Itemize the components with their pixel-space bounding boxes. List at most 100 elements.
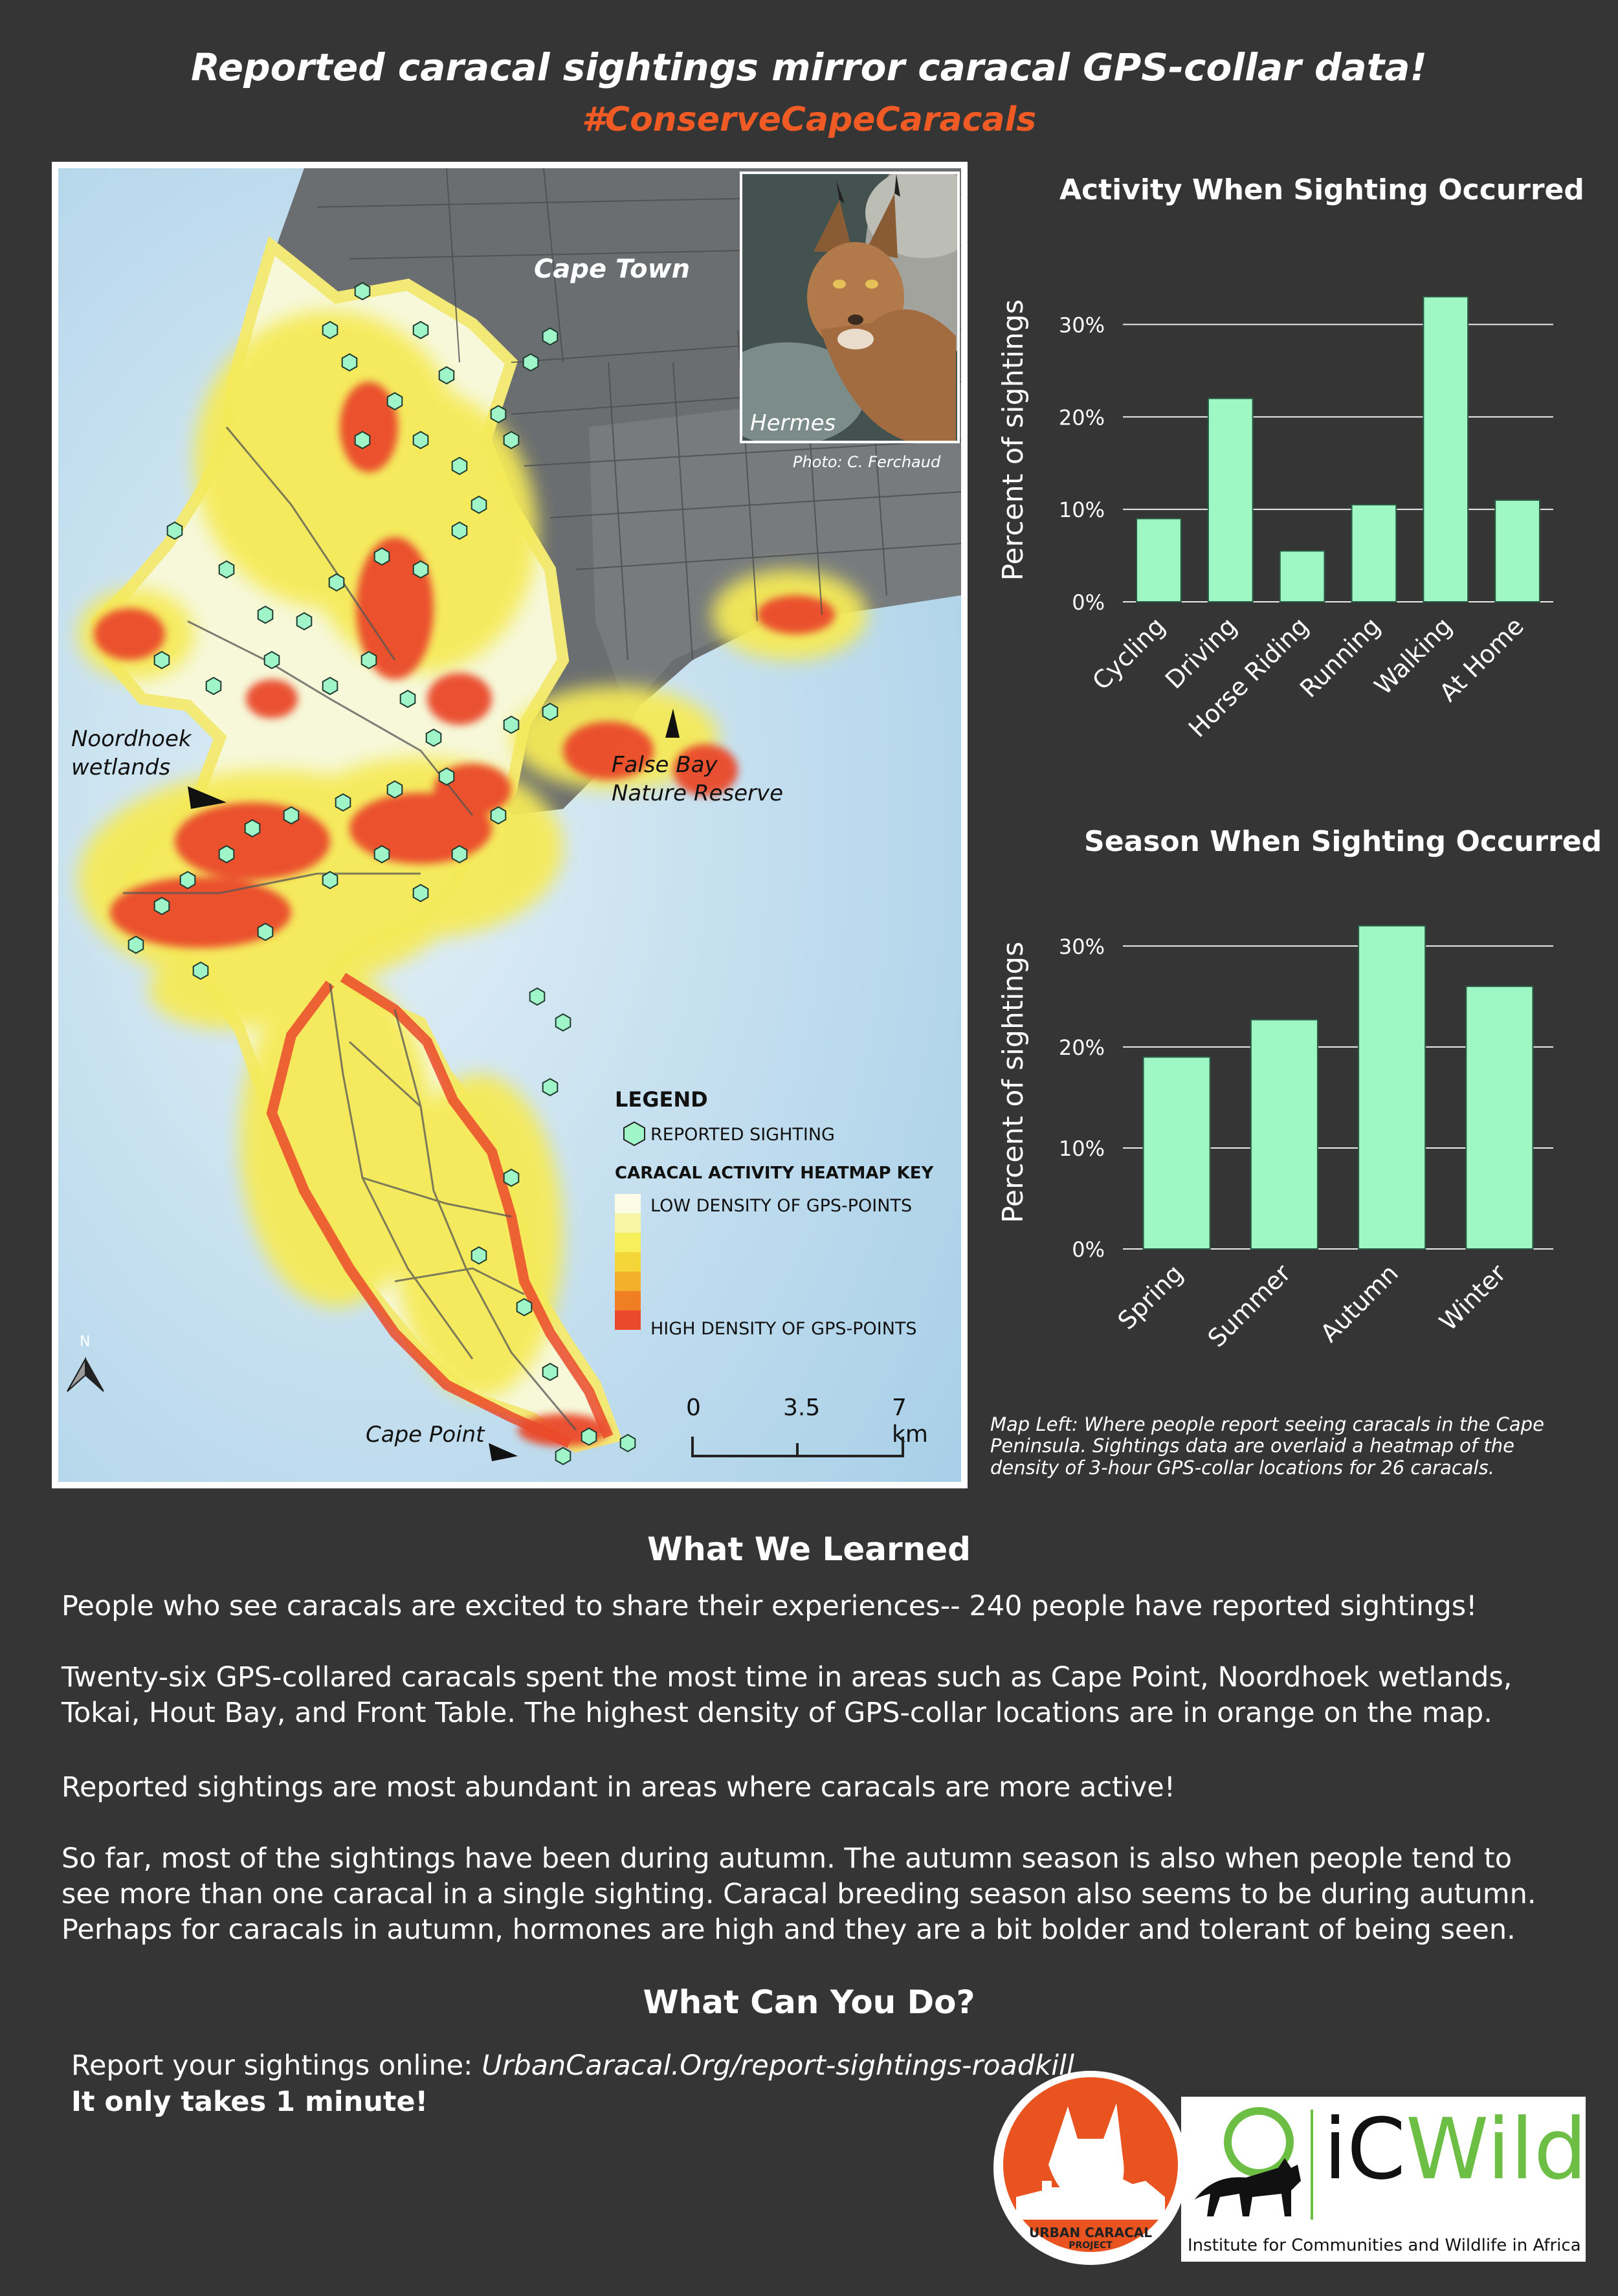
learned-paragraph-4: So far, most of the sightings have been … — [61, 1842, 1536, 1947]
sighting-hexagon — [322, 676, 338, 696]
what-can-you-do-heading: What Can You Do? — [643, 1983, 975, 2021]
sighting-hexagon — [341, 353, 358, 372]
sighting-hexagon — [503, 430, 520, 450]
icwild-divider — [1311, 2110, 1313, 2220]
sighting-hexagon — [399, 689, 416, 709]
bar — [1142, 1056, 1211, 1250]
heatmap-swatch — [615, 1310, 641, 1330]
report-block: Report your sightings online: UrbanCarac… — [71, 2048, 1074, 2121]
bar — [1250, 1019, 1318, 1250]
north-arrow-icon — [67, 1356, 104, 1392]
page-title: Reported caracal sightings mirror caraca… — [191, 45, 1427, 89]
sighting-hexagon — [542, 1362, 559, 1382]
sighting-hexagon — [153, 650, 170, 670]
chart-activity-title: Activity When Sighting Occurred — [1059, 173, 1584, 206]
map-figure: Cape Town Noordhoek wetlands False Bay N… — [52, 162, 968, 1488]
ucp-logo-icon — [993, 2071, 1188, 2265]
hexagon-icon — [623, 1121, 645, 1147]
coastline-heat — [266, 973, 614, 1448]
sighting-hexagon — [542, 702, 559, 722]
sighting-hexagon — [412, 883, 429, 903]
sighting-hexagon — [283, 806, 300, 825]
learned-paragraph-2: Twenty-six GPS-collared caracals spent t… — [61, 1661, 1513, 1730]
bar — [1351, 504, 1397, 602]
report-prefix: Report your sightings online: — [71, 2049, 482, 2082]
sighting-hexagon — [373, 547, 390, 566]
learned-paragraph-1: People who see caracals are excited to s… — [61, 1590, 1478, 1622]
sighting-hexagon — [244, 819, 261, 838]
icwild-subtitle: Institute for Communities and Wildlife i… — [1188, 2236, 1581, 2255]
y-tick-label: 10% — [1059, 498, 1105, 522]
x-tick-label: Summer — [1202, 1259, 1296, 1352]
sighting-hexagon — [257, 605, 274, 624]
bar — [1358, 925, 1426, 1250]
sighting-hexagon — [257, 922, 274, 942]
sighting-hexagon — [451, 456, 468, 476]
sighting-hexagon — [503, 715, 520, 734]
bar — [1279, 550, 1325, 603]
y-tick-label: 30% — [1059, 934, 1105, 959]
label-cape-town: Cape Town — [534, 254, 691, 284]
heatmap-swatch — [615, 1272, 641, 1291]
map-caption: Map Left: Where people report seeing car… — [990, 1413, 1544, 1479]
sighting-hexagon — [438, 366, 455, 385]
scale-tick-0: 0 — [686, 1395, 701, 1421]
heatmap-swatch — [615, 1213, 641, 1233]
sighting-hexagon — [127, 935, 144, 955]
scale-tick-2: 7 km — [892, 1395, 928, 1448]
sighting-hexagon — [490, 404, 507, 424]
sighting-hexagon — [218, 560, 235, 579]
x-tick-label: Winter — [1434, 1259, 1512, 1336]
sighting-hexagon — [619, 1433, 636, 1453]
y-tick-label: 0% — [1072, 590, 1105, 615]
label-cape-point: Cape Point — [366, 1422, 485, 1448]
sighting-hexagon — [354, 430, 371, 450]
sighting-hexagon — [451, 844, 468, 864]
sighting-hexagon — [166, 521, 183, 540]
north-label: N — [80, 1334, 91, 1350]
caracal-image — [742, 174, 957, 441]
sighting-markers — [127, 281, 636, 1466]
what-we-learned-heading: What We Learned — [647, 1530, 971, 1568]
sighting-hexagon — [263, 650, 280, 670]
report-link[interactable]: UrbanCaracal.Org/report-sightings-roadki… — [482, 2049, 1074, 2082]
ucp-logo-line2: PROJECT — [1069, 2240, 1113, 2251]
y-axis-label: Percent of sightings — [997, 299, 1030, 580]
x-tick-label: Autumn — [1315, 1259, 1404, 1347]
sighting-hexagon — [425, 728, 442, 747]
sighting-hexagon — [328, 573, 345, 592]
heatmap-color-scale — [615, 1194, 641, 1330]
y-tick-label: 10% — [1059, 1136, 1105, 1161]
sighting-hexagon — [354, 281, 371, 301]
legend-low-label: LOW DENSITY OF GPS-POINTS — [650, 1196, 913, 1216]
urban-caracal-project-logo: URBAN CARACAL PROJECT — [990, 2068, 1191, 2268]
chart-season-title: Season When Sighting Occurred — [1084, 825, 1602, 858]
icwild-caracal-icon — [1194, 2107, 1301, 2216]
sighting-hexagon — [218, 844, 235, 864]
chart-season-svg: 0% 10% 20% 30% Percent of sightings Spring Sum… — [997, 925, 1553, 1352]
heatmap-swatch — [615, 1233, 641, 1252]
bar — [1465, 986, 1534, 1250]
roads — [123, 426, 577, 1431]
sighting-hexagon — [360, 650, 377, 670]
sighting-hexagon — [542, 1077, 559, 1097]
noordhoek-pointer — [188, 786, 227, 809]
photo-name: Hermes — [750, 410, 836, 436]
false-bay-pointer — [665, 709, 680, 738]
sighting-hexagon — [412, 560, 429, 579]
x-tick-label: Spring — [1113, 1259, 1189, 1335]
sighting-hexagon — [179, 870, 196, 890]
learned-paragraph-3: Reported sightings are most abundant in … — [61, 1771, 1175, 1804]
x-tick-label: Running — [1294, 612, 1386, 703]
sighting-hexagon — [192, 961, 209, 980]
sighting-hexagon — [373, 844, 390, 864]
sighting-hexagon — [542, 327, 559, 346]
sighting-hexagon — [386, 392, 403, 411]
sighting-hexagon — [490, 806, 507, 825]
sighting-hexagon — [438, 767, 455, 786]
sighting-hexagon — [503, 1168, 520, 1187]
y-tick-label: 20% — [1059, 405, 1105, 430]
heatmap-swatch — [615, 1291, 641, 1310]
heatmap-red — [94, 382, 835, 1446]
sighting-hexagon — [296, 612, 313, 631]
